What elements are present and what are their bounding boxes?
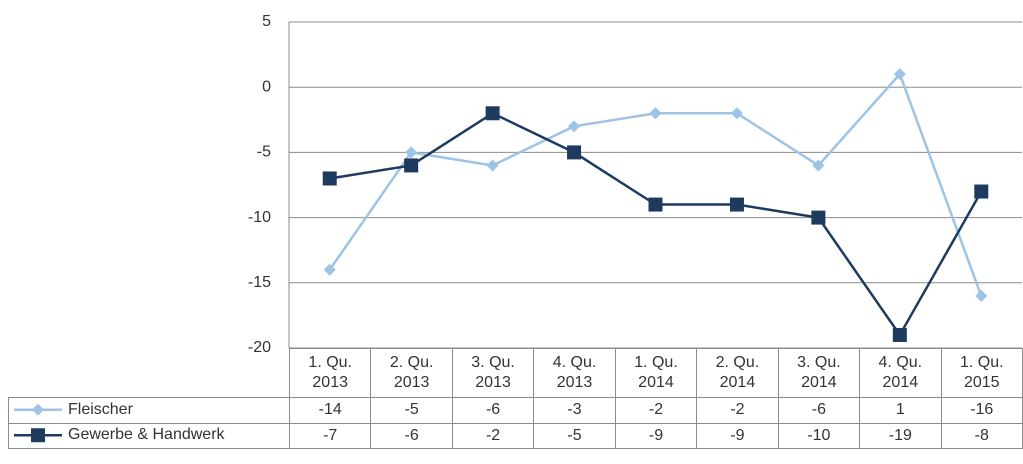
marker xyxy=(730,107,743,120)
marker xyxy=(812,159,825,172)
marker xyxy=(485,106,500,121)
y-tick-label: -10 xyxy=(248,209,271,226)
marker xyxy=(893,68,906,81)
marker xyxy=(892,327,907,342)
marker xyxy=(974,184,989,199)
marker xyxy=(567,145,582,160)
y-tick-label: 0 xyxy=(262,78,271,95)
marker xyxy=(322,171,337,186)
marker xyxy=(729,197,744,212)
marker xyxy=(486,159,499,172)
legend-label: Gewerbe & Handwerk xyxy=(68,426,225,444)
marker xyxy=(404,158,419,173)
marker xyxy=(323,263,336,276)
marker xyxy=(568,120,581,133)
marker xyxy=(649,107,662,120)
series-line xyxy=(329,111,983,338)
marker xyxy=(975,289,988,302)
marker xyxy=(31,428,45,443)
category-label: 1. Qu. 2015 xyxy=(940,348,1023,398)
y-tick-label: -15 xyxy=(248,274,271,291)
y-tick-label: -5 xyxy=(257,144,271,161)
category-label: 4. Qu. 2013 xyxy=(533,348,616,398)
table-value: -8 xyxy=(940,422,1023,449)
marker xyxy=(405,146,418,159)
marker xyxy=(811,210,826,225)
marker xyxy=(648,197,663,212)
legend-label: Fleischer xyxy=(68,400,133,418)
marker xyxy=(32,403,44,416)
y-tick-label: 5 xyxy=(262,13,271,30)
y-tick-label: -20 xyxy=(248,339,271,356)
